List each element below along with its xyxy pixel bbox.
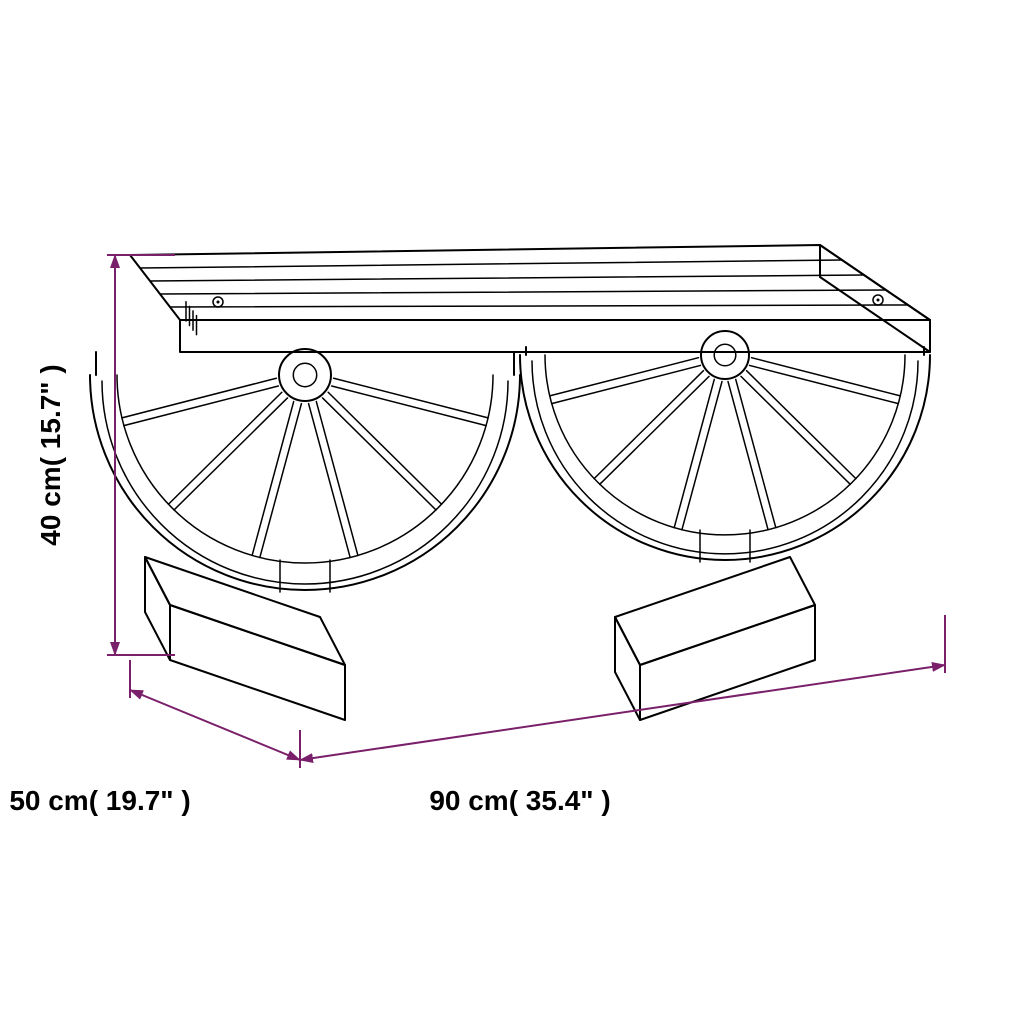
dimensions: 40 cm( 15.7" ) 50 cm( 19.7" ) 90 cm( 35.4"… [9, 255, 945, 816]
dimension-label: 50 cm( 19.7" ) [9, 785, 190, 816]
dimension-label: 40 cm( 15.7" ) [35, 364, 66, 545]
product-drawing [90, 245, 930, 720]
dimension-label: 90 cm( 35.4" ) [429, 785, 610, 816]
